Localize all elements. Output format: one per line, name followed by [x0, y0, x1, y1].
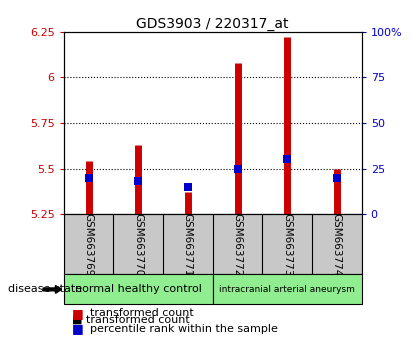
Bar: [213, 274, 362, 304]
Text: normal healthy control: normal healthy control: [75, 284, 202, 295]
Point: [234, 166, 241, 171]
Point: [85, 175, 92, 181]
Point: [334, 175, 340, 181]
Text: ■ transformed count: ■ transformed count: [72, 315, 189, 325]
Text: ■: ■: [72, 307, 84, 320]
Text: ■: ■: [72, 322, 84, 335]
Text: percentile rank within the sample: percentile rank within the sample: [90, 324, 278, 333]
Text: GSM663773: GSM663773: [282, 212, 292, 276]
Point: [284, 156, 291, 162]
Text: GSM663774: GSM663774: [332, 212, 342, 276]
Text: GSM663770: GSM663770: [133, 213, 143, 276]
Text: GSM663771: GSM663771: [183, 212, 193, 276]
Title: GDS3903 / 220317_at: GDS3903 / 220317_at: [136, 17, 289, 31]
Text: disease state: disease state: [8, 284, 82, 295]
Text: GSM663772: GSM663772: [233, 212, 242, 276]
Text: GSM663769: GSM663769: [83, 212, 94, 276]
Point: [135, 178, 141, 184]
Bar: [64, 274, 213, 304]
Text: transformed count: transformed count: [90, 308, 194, 318]
Text: intracranial arterial aneurysm: intracranial arterial aneurysm: [219, 285, 355, 294]
Point: [185, 184, 191, 190]
